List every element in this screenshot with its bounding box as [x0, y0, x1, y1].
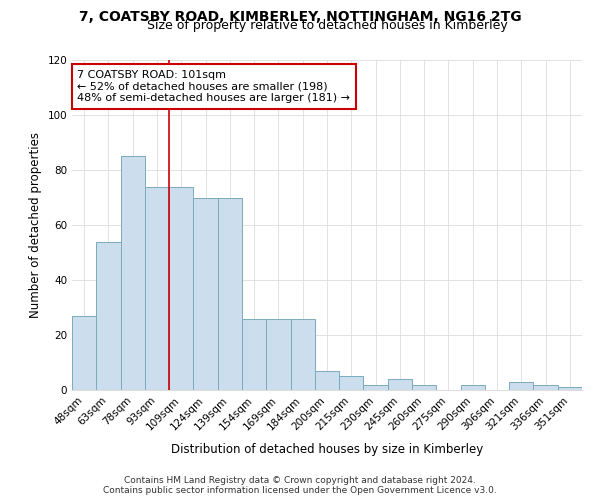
- Text: 7 COATSBY ROAD: 101sqm
← 52% of detached houses are smaller (198)
48% of semi-de: 7 COATSBY ROAD: 101sqm ← 52% of detached…: [77, 70, 350, 103]
- Y-axis label: Number of detached properties: Number of detached properties: [29, 132, 42, 318]
- Bar: [558, 387, 582, 390]
- Bar: [121, 156, 145, 390]
- Bar: [364, 384, 388, 390]
- Bar: [145, 186, 169, 390]
- Bar: [242, 318, 266, 390]
- Text: Contains HM Land Registry data © Crown copyright and database right 2024.
Contai: Contains HM Land Registry data © Crown c…: [103, 476, 497, 495]
- Bar: [266, 318, 290, 390]
- Bar: [96, 242, 121, 390]
- Bar: [193, 198, 218, 390]
- Bar: [533, 384, 558, 390]
- Bar: [461, 384, 485, 390]
- Bar: [315, 371, 339, 390]
- Bar: [509, 382, 533, 390]
- Bar: [412, 384, 436, 390]
- Bar: [388, 379, 412, 390]
- Bar: [169, 186, 193, 390]
- Bar: [72, 316, 96, 390]
- Title: Size of property relative to detached houses in Kimberley: Size of property relative to detached ho…: [146, 20, 508, 32]
- Bar: [218, 198, 242, 390]
- X-axis label: Distribution of detached houses by size in Kimberley: Distribution of detached houses by size …: [171, 443, 483, 456]
- Bar: [339, 376, 364, 390]
- Text: 7, COATSBY ROAD, KIMBERLEY, NOTTINGHAM, NG16 2TG: 7, COATSBY ROAD, KIMBERLEY, NOTTINGHAM, …: [79, 10, 521, 24]
- Bar: [290, 318, 315, 390]
